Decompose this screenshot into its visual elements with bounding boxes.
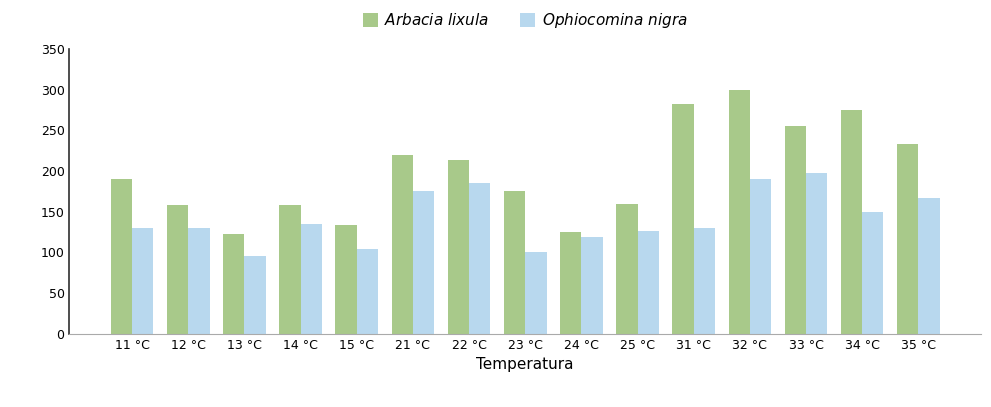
Bar	[672, 104, 694, 334]
Bar	[637, 231, 659, 334]
Bar	[223, 234, 245, 334]
Bar	[560, 232, 582, 334]
Legend: $\mathit{Arbacia\ lixula}$, $\mathit{Ophiocomina\ nigra}$: $\mathit{Arbacia\ lixula}$, $\mathit{Oph…	[357, 5, 694, 36]
Bar	[806, 173, 827, 334]
Bar	[919, 198, 939, 334]
Bar	[862, 212, 884, 334]
Bar	[166, 205, 188, 334]
Bar	[335, 225, 357, 334]
Bar	[111, 179, 132, 334]
Bar	[413, 191, 434, 334]
Bar	[357, 249, 379, 334]
X-axis label: Temperatura: Temperatura	[477, 357, 574, 372]
Bar	[279, 205, 300, 334]
Bar	[300, 224, 322, 334]
Bar	[750, 179, 771, 334]
Bar	[132, 228, 154, 334]
Bar	[785, 126, 806, 334]
Bar	[897, 144, 919, 334]
Bar	[582, 237, 603, 334]
Bar	[469, 183, 491, 334]
Bar	[694, 228, 716, 334]
Bar	[616, 204, 637, 334]
Bar	[245, 256, 266, 334]
Bar	[503, 191, 525, 334]
Bar	[188, 228, 210, 334]
Bar	[391, 155, 413, 334]
Bar	[448, 160, 469, 334]
Bar	[840, 110, 862, 334]
Bar	[728, 90, 750, 334]
Bar	[525, 252, 547, 334]
